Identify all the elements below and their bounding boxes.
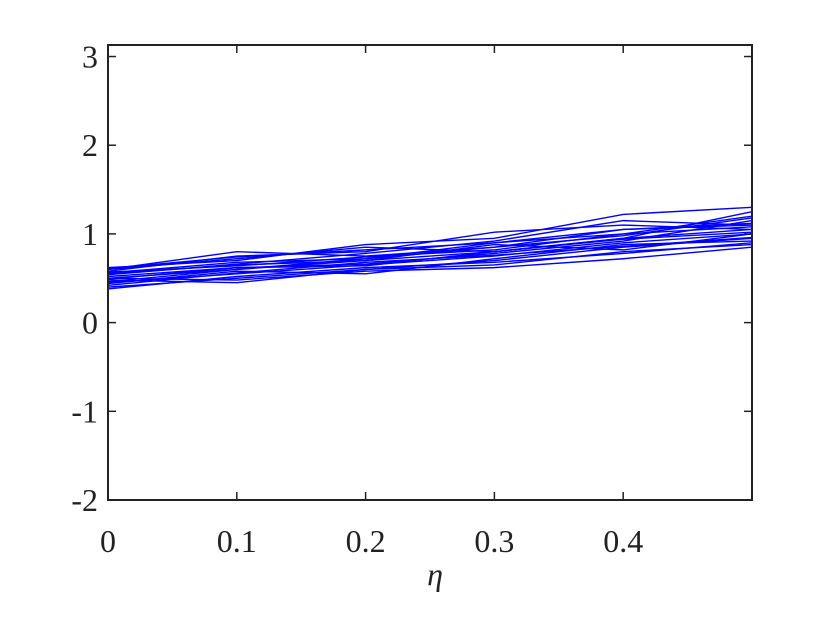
data-line: [107, 211, 753, 271]
data-line: [107, 226, 753, 273]
data-line: [107, 240, 753, 285]
x-axis-label: η: [427, 556, 443, 592]
data-line: [107, 231, 753, 280]
data-line: [107, 219, 753, 276]
data-line: [107, 242, 753, 290]
y-tick-label: 1: [82, 216, 98, 252]
plot-frame: [107, 44, 753, 501]
x-tick-label: 0.1: [217, 523, 257, 559]
data-line: [107, 243, 753, 284]
y-tick-label: 2: [82, 127, 98, 163]
y-tick-label: 0: [82, 305, 98, 341]
data-line: [107, 222, 753, 270]
y-tick-label: 3: [82, 39, 98, 75]
y-tick-label: -2: [71, 482, 98, 518]
x-tick-label: 0: [100, 523, 116, 559]
data-line: [107, 233, 753, 283]
x-tick-label: 0.4: [603, 523, 643, 559]
data-line: [107, 246, 753, 281]
x-tick-label: 0.3: [474, 523, 514, 559]
x-tick-label: 0.2: [346, 523, 386, 559]
y-tick-label: -1: [71, 393, 98, 429]
